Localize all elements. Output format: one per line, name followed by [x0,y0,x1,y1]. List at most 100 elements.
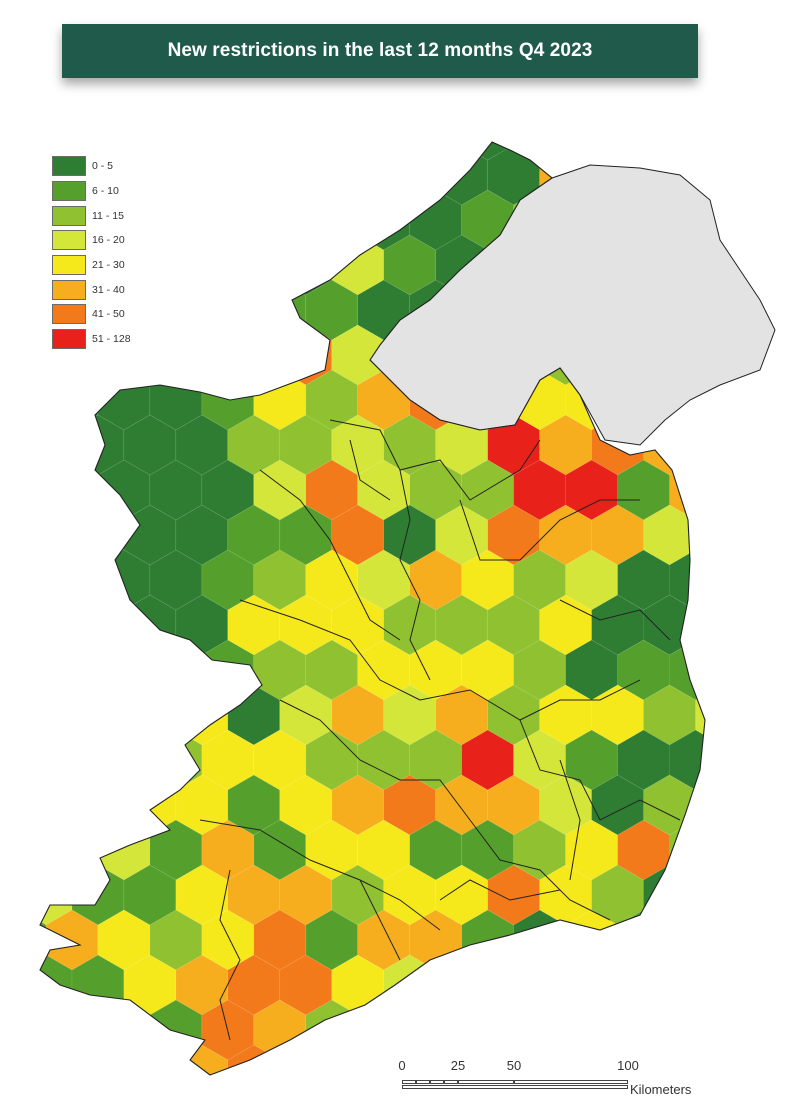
hex-cell[interactable] [722,460,774,520]
hex-cell[interactable] [71,774,125,836]
hex-cell[interactable] [71,504,125,566]
hex-cell[interactable] [748,145,790,205]
hex-cell[interactable] [773,460,790,520]
hex-cell[interactable] [643,954,696,1016]
hex-cell[interactable] [331,1044,385,1105]
hex-cell[interactable] [279,1044,333,1105]
hex-cell[interactable] [487,954,540,1016]
hex-cell[interactable] [45,729,99,791]
hex-cell[interactable] [0,999,47,1061]
hex-cell[interactable] [123,1044,177,1105]
hex-cell[interactable] [748,505,790,565]
hex-cell[interactable] [45,369,99,431]
hex-cell[interactable] [0,729,47,791]
hex-cell[interactable] [123,324,177,386]
hex-cell[interactable] [591,954,644,1016]
hex-cell[interactable] [669,999,722,1061]
hex-cell[interactable] [201,279,255,341]
hex-cell[interactable] [722,640,774,700]
hex-cell[interactable] [722,190,774,250]
hex-cell[interactable] [227,234,281,296]
hex-cell[interactable] [773,370,790,430]
hex-cell[interactable] [149,639,203,701]
hex-cell[interactable] [71,684,125,746]
hex-cell[interactable] [748,865,790,925]
hex-cell[interactable] [0,279,47,341]
hex-cell[interactable] [0,369,47,431]
hex-cell[interactable] [773,190,790,250]
hex-cell[interactable] [331,144,385,206]
hex-cell[interactable] [45,100,99,161]
hex-cell[interactable] [20,774,73,836]
hex-cell[interactable] [695,504,748,566]
hex-cell[interactable] [97,100,151,161]
hex-cell[interactable] [722,820,774,880]
hex-cell[interactable] [748,235,790,295]
hex-cell[interactable] [748,775,790,835]
hex-cell[interactable] [123,144,177,206]
hex-cell[interactable] [0,909,47,971]
hex-cell[interactable] [45,819,99,881]
hex-cell[interactable] [20,504,73,566]
hex-cell[interactable] [617,100,670,161]
hex-cell[interactable] [695,774,748,836]
hex-cell[interactable] [748,415,790,475]
hex-cell[interactable] [773,1000,790,1060]
hex-cell[interactable] [773,280,790,340]
hex-cell[interactable] [45,999,99,1061]
hex-cell[interactable] [149,279,203,341]
hex-cell[interactable] [279,144,333,206]
hex-cell[interactable] [123,234,177,296]
hex-cell[interactable] [253,279,307,341]
hex-cell[interactable] [305,189,359,251]
hex-cell[interactable] [97,639,151,701]
hex-cell[interactable] [722,550,774,610]
hex-cell[interactable] [565,999,618,1061]
hex-cell[interactable] [97,729,151,791]
hex-cell[interactable] [617,999,670,1061]
hex-cell[interactable] [748,595,790,655]
hex-cell[interactable] [513,999,566,1061]
hex-cell[interactable] [20,1044,73,1105]
hex-cell[interactable] [773,640,790,700]
hex-cell[interactable] [71,1044,125,1105]
hex-cell[interactable] [383,144,437,206]
hex-cell[interactable] [773,100,790,160]
hex-cell[interactable] [695,414,748,476]
hex-cell[interactable] [722,910,774,970]
hex-cell[interactable] [175,144,229,206]
hex-cell[interactable] [253,189,307,251]
hex-cell[interactable] [0,819,47,881]
hex-cell[interactable] [149,100,203,161]
hex-cell[interactable] [461,999,514,1061]
hex-cell[interactable] [20,414,73,476]
hex-cell[interactable] [253,100,307,161]
hex-cell[interactable] [513,100,566,161]
hex-cell[interactable] [0,549,47,611]
hex-cell[interactable] [45,459,99,521]
hex-cell[interactable] [175,234,229,296]
hex-cell[interactable] [409,999,463,1061]
hex-cell[interactable] [45,549,99,611]
hex-cell[interactable] [123,684,177,746]
hex-cell[interactable] [773,820,790,880]
hex-cell[interactable] [0,639,47,701]
hex-cell[interactable] [773,910,790,970]
hex-cell[interactable] [0,100,47,161]
hex-cell[interactable] [20,594,73,656]
hex-cell[interactable] [722,730,774,790]
hex-cell[interactable] [71,594,125,656]
hex-cell[interactable] [669,100,722,161]
hex-cell[interactable] [539,954,592,1016]
hex-cell[interactable] [695,594,748,656]
hex-cell[interactable] [773,730,790,790]
hex-cell[interactable] [175,324,229,386]
hex-cell[interactable] [748,685,790,745]
hex-cell[interactable] [357,999,411,1061]
hex-cell[interactable] [149,189,203,251]
map-area[interactable] [0,90,790,1105]
hex-cell[interactable] [722,1000,774,1060]
hex-cell[interactable] [227,144,281,206]
hex-cell[interactable] [435,954,489,1016]
hex-cell[interactable] [722,100,774,160]
